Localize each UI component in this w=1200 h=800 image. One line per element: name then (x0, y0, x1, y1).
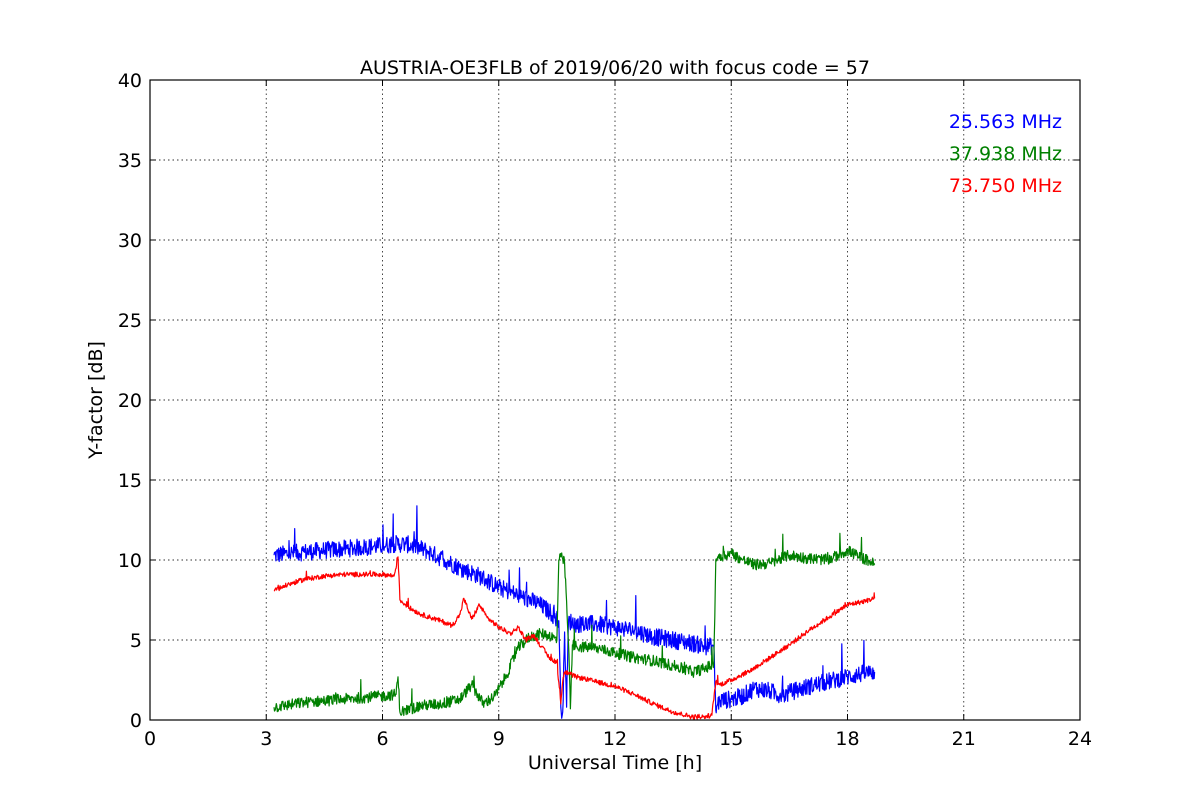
legend-entry-2: 37.938 MHz (949, 143, 1062, 165)
y-tick-label: 30 (118, 230, 142, 252)
x-tick-label: 6 (376, 728, 388, 750)
chart-title: AUSTRIA-OE3FLB of 2019/06/20 with focus … (360, 57, 870, 79)
x-tick-label: 0 (144, 728, 156, 750)
y-tick-label: 35 (118, 150, 142, 172)
x-tick-label: 15 (719, 728, 743, 750)
x-tick-label: 24 (1068, 728, 1092, 750)
plot-series (273, 505, 876, 720)
legend-entry-1: 25.563 MHz (949, 111, 1062, 133)
x-tick-label: 18 (835, 728, 859, 750)
grid (150, 80, 1080, 720)
series-line-3 (273, 556, 876, 720)
x-tick-label: 12 (603, 728, 627, 750)
y-tick-label: 5 (130, 630, 142, 652)
y-tick-label: 10 (118, 550, 142, 572)
y-tick-label: 20 (118, 390, 142, 412)
series-line-1 (273, 505, 876, 719)
series-line-2 (273, 532, 876, 717)
x-tick-label: 3 (260, 728, 272, 750)
y-tick-label: 15 (118, 470, 142, 492)
x-tick-label: 21 (952, 728, 976, 750)
y-axis-label: Y-factor [dB] (85, 341, 107, 460)
legend: 25.563 MHz 37.938 MHz 73.750 MHz (949, 111, 1062, 197)
legend-entry-3: 73.750 MHz (949, 175, 1062, 197)
x-axis-label: Universal Time [h] (528, 752, 702, 774)
axis-ticks: 0 3 6 9 12 15 18 21 24 0 5 10 15 20 25 30 35 40 (118, 70, 1092, 750)
y-tick-label: 0 (130, 710, 142, 732)
x-tick-label: 9 (493, 728, 505, 750)
y-tick-label: 25 (118, 310, 142, 332)
y-tick-label: 40 (118, 70, 142, 92)
